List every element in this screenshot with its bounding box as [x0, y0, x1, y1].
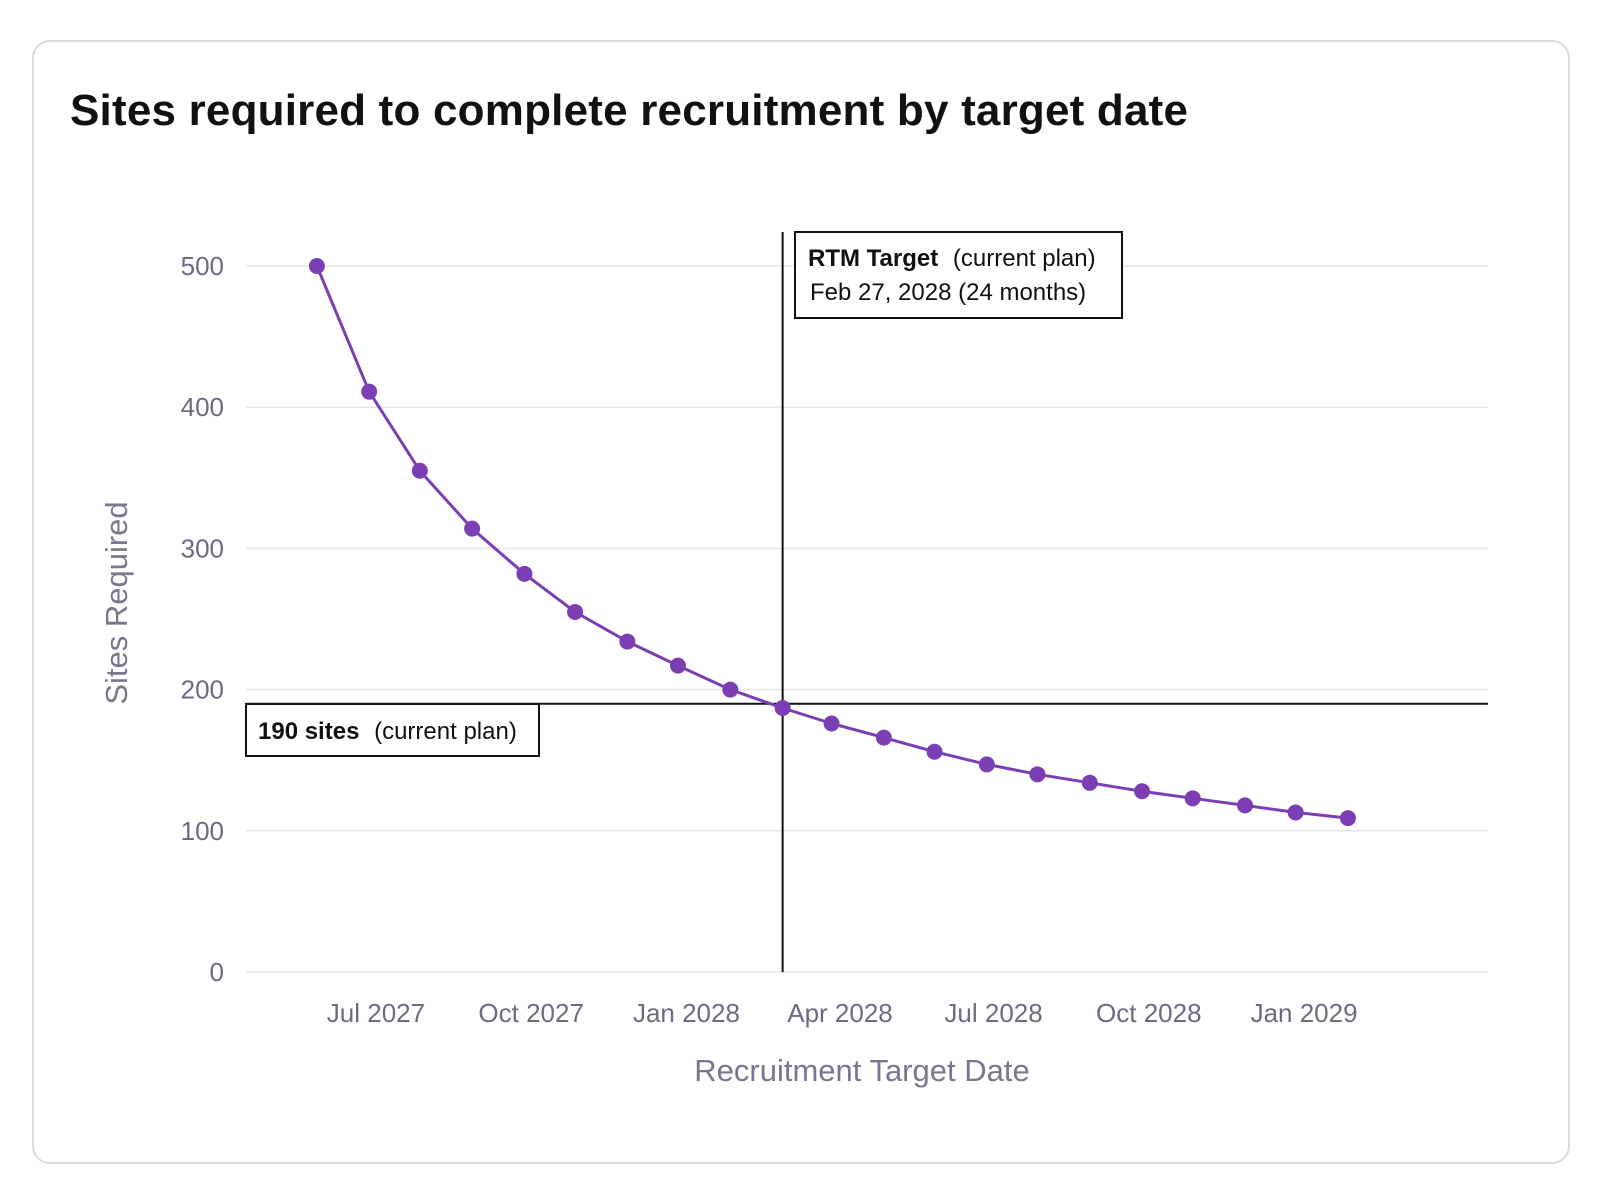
data-point — [978, 756, 995, 773]
sites-plan-box — [245, 703, 540, 757]
chart-title: Sites required to complete recruitment b… — [70, 86, 1189, 135]
data-point — [823, 715, 840, 732]
sites-plan-text: 190 sites (current plan) — [258, 718, 517, 745]
data-point — [1339, 810, 1356, 827]
x-tick-label: Oct 2027 — [478, 998, 584, 1028]
x-axis-title: Recruitment Target Date — [694, 1053, 1029, 1088]
data-point — [516, 565, 533, 582]
y-axis-title: Sites Required — [99, 501, 134, 704]
y-tick-label: 300 — [181, 533, 224, 563]
data-point — [926, 743, 943, 760]
data-point — [1029, 766, 1046, 783]
sites-plan-suffix: (current plan) — [374, 718, 517, 745]
data-point — [1237, 797, 1253, 814]
sites-plan-label: 190 sites — [258, 718, 359, 745]
y-tick-label: 200 — [181, 675, 224, 705]
x-tick-label: Oct 2028 — [1096, 998, 1202, 1028]
data-point — [1287, 804, 1304, 821]
y-axis-ticks: 0 100 200 300 400 500 — [181, 251, 224, 987]
data-point — [875, 729, 892, 746]
rtm-target-box — [794, 231, 1123, 319]
reference-lines — [246, 232, 1488, 972]
rtm-target-line1: RTM Target (current plan) — [808, 245, 1096, 272]
data-point — [670, 657, 686, 674]
y-tick-label: 100 — [181, 816, 224, 846]
x-tick-label: Jul 2027 — [327, 998, 425, 1028]
series-sites-required — [308, 258, 1356, 827]
data-point — [1184, 790, 1201, 807]
data-point — [411, 462, 428, 479]
y-tick-label: 0 — [210, 957, 224, 987]
rtm-target-label: RTM Target — [808, 245, 938, 272]
annotations: RTM Target (current plan) Feb 27, 2028 (… — [245, 231, 1123, 757]
y-tick-label: 400 — [181, 392, 224, 422]
data-point — [1081, 774, 1098, 791]
sites-plan-annotation: 190 sites (current plan) — [245, 703, 540, 757]
data-point — [361, 383, 378, 400]
data-point — [567, 603, 584, 620]
rtm-target-suffix: (current plan) — [953, 245, 1096, 272]
rtm-target-line2: Feb 27, 2028 (24 months) — [810, 279, 1086, 306]
data-point — [308, 258, 325, 274]
x-tick-label: Jul 2028 — [944, 998, 1042, 1028]
data-point — [464, 520, 481, 537]
gridlines — [246, 265, 1488, 973]
y-tick-label: 500 — [181, 251, 224, 281]
x-axis-ticks: Jul 2027 Oct 2027 Jan 2028 Apr 2028 Jul 2028… — [327, 998, 1358, 1028]
data-point — [1134, 783, 1151, 800]
rtm-target-annotation: RTM Target (current plan) Feb 27, 2028 (… — [794, 231, 1123, 319]
chart-card: Sites required to complete recruitment b… — [32, 40, 1570, 1164]
data-point — [774, 699, 791, 716]
x-tick-label: Apr 2028 — [787, 998, 893, 1028]
data-point — [722, 681, 739, 698]
x-tick-label: Jan 2029 — [1251, 998, 1358, 1028]
data-point — [619, 633, 636, 650]
x-tick-label: Jan 2028 — [633, 998, 740, 1028]
